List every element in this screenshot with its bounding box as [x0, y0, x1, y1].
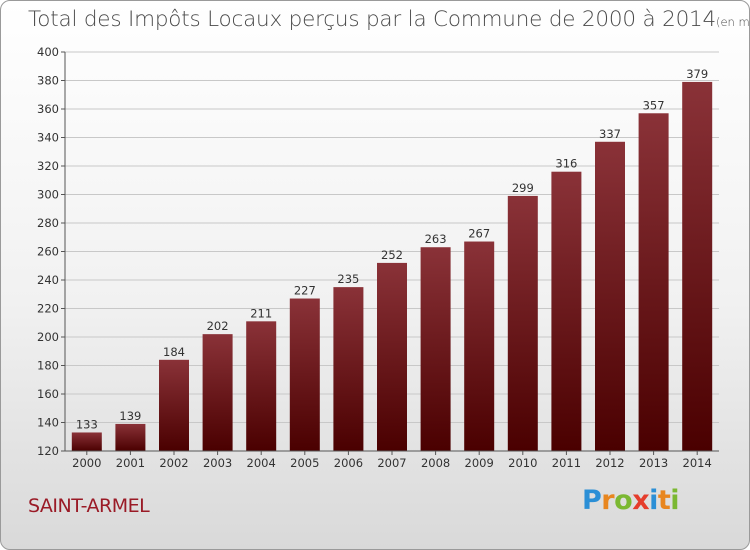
proxiti-logo: Proxiti	[582, 485, 680, 516]
logo-letter: o	[614, 485, 633, 516]
y-tick-label: 200	[37, 330, 59, 344]
bars	[71, 81, 713, 452]
x-tick-label: 2007	[377, 456, 406, 470]
logo-letter: i	[670, 485, 680, 516]
logo-letter: i	[649, 485, 658, 516]
data-label: 379	[686, 67, 708, 81]
y-tick-label: 260	[37, 245, 59, 259]
bar	[507, 195, 538, 451]
bar	[595, 141, 625, 451]
data-label: 235	[337, 272, 359, 286]
bar	[159, 359, 189, 451]
data-label: 252	[381, 248, 403, 262]
x-tick-label: 2014	[683, 456, 712, 470]
commune-name: SAINT-ARMEL	[28, 495, 150, 517]
x-tick-label: 2009	[465, 456, 494, 470]
data-label: 263	[425, 232, 447, 246]
bar	[551, 171, 582, 451]
x-tick-label: 2000	[72, 456, 101, 470]
labels: 120 140 160 180 200 220 240 260 280 300 320 340 360 3…	[37, 45, 712, 470]
y-tick-label: 240	[37, 273, 59, 287]
y-tick-label: 160	[37, 387, 59, 401]
chart-title-unit: (en milliers d'€)	[716, 15, 750, 29]
x-tick-label: 2003	[203, 456, 232, 470]
bar	[246, 321, 277, 451]
data-label: 184	[163, 345, 185, 359]
y-tick-label: 320	[37, 159, 59, 173]
y-tick-label: 180	[37, 359, 59, 373]
bar	[377, 262, 407, 451]
logo-letter: x	[632, 485, 650, 516]
data-label: 211	[250, 306, 272, 320]
logo-letter: r	[601, 485, 615, 516]
x-tick-label: 2010	[508, 456, 537, 470]
bar	[464, 241, 495, 451]
x-tick-label: 2001	[116, 456, 145, 470]
bar	[71, 432, 102, 451]
y-tick-label: 400	[37, 45, 59, 59]
x-tick-label: 2013	[639, 456, 668, 470]
x-tick-label: 2004	[247, 456, 276, 470]
axes	[61, 51, 719, 455]
y-tick-label: 380	[37, 74, 59, 88]
y-tick-label: 340	[37, 131, 59, 145]
data-label: 202	[207, 319, 229, 333]
bar	[115, 423, 146, 451]
bar	[638, 113, 669, 452]
data-label: 133	[76, 417, 98, 431]
y-tick-label: 120	[37, 444, 59, 458]
x-tick-label: 2006	[334, 456, 363, 470]
data-label: 337	[599, 127, 621, 141]
data-label: 227	[294, 284, 316, 298]
data-label: 267	[468, 227, 490, 241]
y-tick-label: 140	[37, 416, 59, 430]
x-tick-label: 2012	[595, 456, 624, 470]
data-label: 316	[555, 157, 577, 171]
data-label: 299	[512, 181, 534, 195]
x-tick-label: 2008	[421, 456, 450, 470]
chart-title: Total des Impôts Locaux perçus par la Co…	[28, 7, 750, 32]
data-label: 357	[643, 98, 665, 112]
bar	[682, 81, 713, 452]
bar	[289, 298, 320, 451]
y-tick-label: 280	[37, 216, 59, 230]
y-tick-label: 220	[37, 302, 59, 316]
y-tick-label: 360	[37, 102, 59, 116]
chart-title-text: Total des Impôts Locaux perçus par la Co…	[28, 7, 716, 32]
bar	[420, 247, 451, 451]
bar	[202, 334, 233, 451]
x-tick-label: 2002	[159, 456, 188, 470]
logo-letter: P	[582, 485, 602, 516]
y-tick-label: 300	[37, 188, 59, 202]
bar	[333, 287, 364, 451]
x-tick-label: 2011	[552, 456, 581, 470]
data-label: 139	[119, 409, 141, 423]
logo-letter: t	[657, 485, 671, 516]
x-tick-label: 2005	[290, 456, 319, 470]
